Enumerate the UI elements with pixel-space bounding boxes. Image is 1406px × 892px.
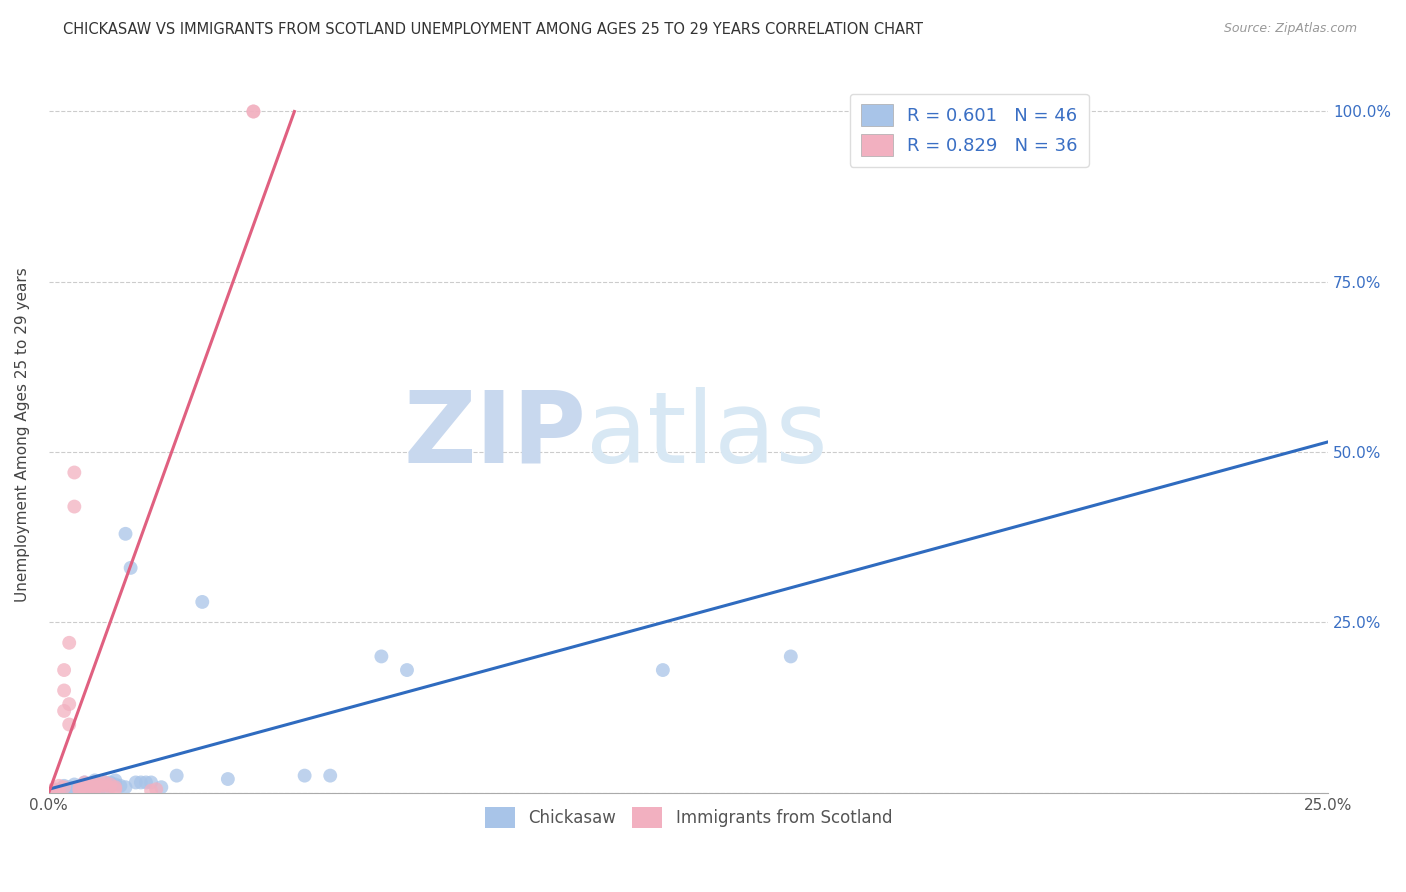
Point: [58, 782, 80, 797]
Point: [58, 697, 80, 711]
Point: [89, 777, 111, 791]
Point: [98, 775, 121, 789]
Point: [73, 779, 96, 793]
Point: [69, 780, 91, 795]
Point: [42, 782, 65, 797]
Point: [89, 780, 111, 795]
Point: [58, 780, 80, 795]
Point: [135, 775, 157, 789]
Point: [89, 780, 111, 795]
Point: [94, 775, 117, 789]
Point: [48, 779, 70, 793]
Point: [370, 649, 392, 664]
Point: [145, 782, 167, 797]
Point: [242, 104, 264, 119]
Point: [395, 663, 418, 677]
Point: [120, 561, 142, 575]
Point: [42, 784, 65, 798]
Point: [242, 104, 264, 119]
Point: [104, 773, 127, 788]
Point: [94, 775, 117, 789]
Point: [98, 777, 121, 791]
Point: [98, 779, 121, 793]
Point: [125, 775, 148, 789]
Point: [129, 775, 152, 789]
Point: [69, 780, 91, 795]
Text: Source: ZipAtlas.com: Source: ZipAtlas.com: [1223, 22, 1357, 36]
Point: [139, 783, 162, 797]
Point: [94, 780, 117, 795]
Point: [53, 780, 76, 795]
Point: [217, 772, 239, 786]
Text: ZIP: ZIP: [404, 386, 586, 483]
Point: [83, 773, 105, 788]
Point: [98, 780, 121, 795]
Point: [110, 779, 132, 793]
Text: atlas: atlas: [586, 386, 828, 483]
Point: [69, 783, 91, 797]
Point: [83, 775, 105, 789]
Point: [114, 780, 136, 795]
Point: [69, 782, 91, 797]
Point: [83, 775, 105, 789]
Point: [114, 526, 136, 541]
Y-axis label: Unemployment Among Ages 25 to 29 years: Unemployment Among Ages 25 to 29 years: [15, 268, 30, 602]
Point: [69, 782, 91, 797]
Point: [73, 775, 96, 789]
Point: [191, 595, 214, 609]
Point: [83, 780, 105, 795]
Point: [94, 779, 117, 793]
Point: [83, 779, 105, 793]
Point: [63, 500, 86, 514]
Point: [294, 769, 316, 783]
Point: [53, 704, 76, 718]
Point: [73, 775, 96, 789]
Point: [139, 775, 162, 789]
Point: [73, 781, 96, 796]
Point: [63, 777, 86, 791]
Point: [58, 717, 80, 731]
Point: [53, 683, 76, 698]
Point: [48, 783, 70, 797]
Point: [48, 782, 70, 797]
Point: [651, 663, 673, 677]
Point: [58, 636, 80, 650]
Point: [73, 782, 96, 797]
Point: [104, 777, 127, 791]
Point: [73, 779, 96, 793]
Point: [83, 782, 105, 797]
Point: [53, 779, 76, 793]
Point: [166, 769, 188, 783]
Text: CHICKASAW VS IMMIGRANTS FROM SCOTLAND UNEMPLOYMENT AMONG AGES 25 TO 29 YEARS COR: CHICKASAW VS IMMIGRANTS FROM SCOTLAND UN…: [63, 22, 924, 37]
Point: [53, 663, 76, 677]
Point: [319, 769, 342, 783]
Point: [89, 777, 111, 791]
Point: [104, 780, 127, 795]
Point: [63, 466, 86, 480]
Point: [42, 783, 65, 797]
Legend: Chickasaw, Immigrants from Scotland: Chickasaw, Immigrants from Scotland: [478, 801, 898, 834]
Point: [63, 783, 86, 797]
Point: [53, 783, 76, 797]
Point: [79, 780, 101, 795]
Point: [779, 649, 801, 664]
Point: [63, 780, 86, 795]
Point: [48, 784, 70, 798]
Point: [79, 777, 101, 791]
Point: [79, 780, 101, 795]
Point: [79, 777, 101, 791]
Point: [104, 782, 127, 797]
Point: [150, 780, 173, 795]
